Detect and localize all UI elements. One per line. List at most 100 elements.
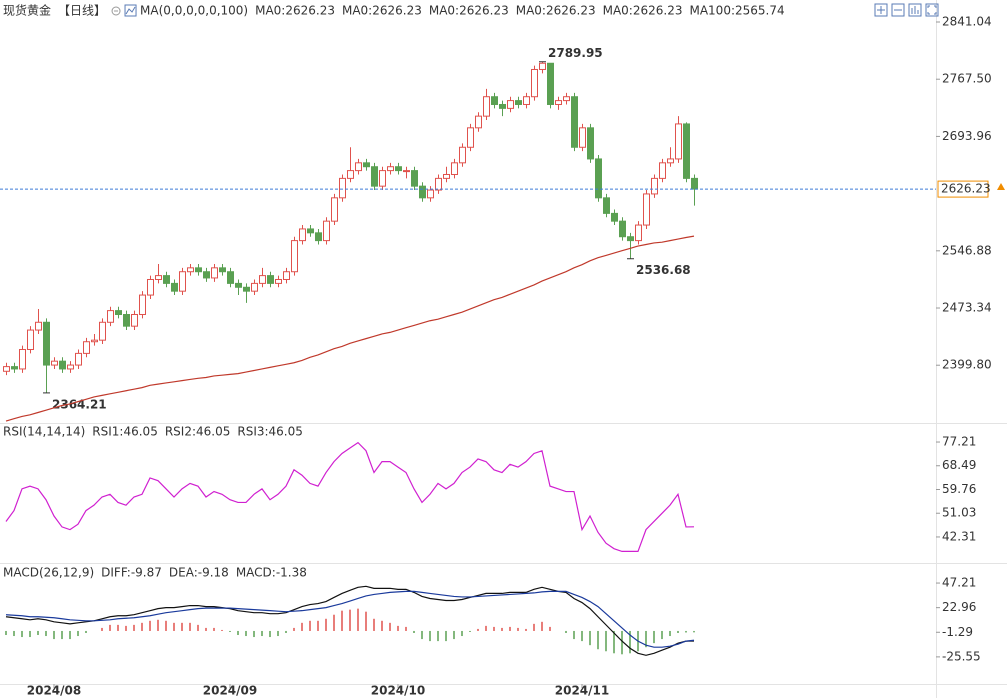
header-label: MA(0,0,0,0,0,100)	[140, 4, 248, 18]
candle-body	[571, 96, 578, 148]
header-label: MA0:2626.23	[603, 4, 683, 18]
toolbar	[874, 3, 939, 17]
candle-body	[51, 360, 58, 366]
candle-body	[211, 267, 218, 279]
header-label: DIFF:-9.87	[101, 566, 162, 580]
candle-body	[563, 96, 570, 102]
extreme-label: 2364.21	[52, 397, 107, 411]
candle-body	[611, 212, 618, 222]
candle-body	[587, 127, 594, 160]
indicator-icon	[911, 6, 919, 14]
candle-body	[155, 275, 162, 280]
header-icon	[111, 6, 121, 16]
candle-body	[459, 146, 466, 164]
candle-body	[667, 158, 674, 164]
candle-body	[283, 271, 290, 280]
extreme-label: 2536.68	[636, 263, 691, 277]
candle-body	[179, 271, 186, 292]
candle-body	[691, 177, 698, 190]
candle-body	[259, 275, 266, 284]
current-price-box	[937, 180, 989, 198]
candle-body	[387, 166, 394, 172]
candle-body	[451, 162, 458, 175]
candle-body	[379, 170, 386, 187]
candle-body	[75, 352, 82, 366]
candle-body	[339, 177, 346, 199]
candle-body	[491, 96, 498, 105]
indicator-button[interactable]	[908, 3, 922, 17]
candle-body	[619, 220, 626, 238]
y-tick-label: 2693.96	[942, 129, 992, 143]
candle-body	[59, 360, 66, 370]
header-label: MACD:-1.38	[236, 566, 307, 580]
candle-body	[315, 232, 322, 242]
header-label: RSI2:46.05	[165, 425, 231, 439]
candle-body	[11, 366, 18, 370]
candle-body	[427, 189, 434, 199]
extreme-label: 2789.95	[548, 46, 603, 60]
candle-body	[3, 366, 10, 372]
candle-body	[307, 228, 314, 234]
candle-body	[91, 339, 98, 343]
header-label: MA0:2626.23	[255, 4, 335, 18]
header-label: RSI1:46.05	[92, 425, 158, 439]
candle-body	[99, 321, 106, 341]
candle-body	[19, 349, 26, 370]
candle-body	[27, 329, 34, 351]
y-tick-label: 2841.04	[942, 15, 992, 29]
candle-body	[443, 173, 450, 179]
fullscreen-button[interactable]	[925, 3, 939, 17]
candle-body	[515, 100, 522, 105]
candle-body	[675, 123, 682, 160]
candle-body	[323, 220, 330, 242]
candle-body	[507, 100, 514, 109]
candle-body	[539, 62, 546, 70]
candle-body	[171, 282, 178, 292]
candle-body	[499, 103, 506, 109]
candle-body	[291, 240, 298, 273]
candle-body	[139, 294, 146, 316]
candle-body	[683, 123, 690, 179]
header-label: MA0:2626.23	[429, 4, 509, 18]
candle-body	[43, 321, 50, 366]
candle-body	[243, 286, 250, 292]
x-tick-label: 2024/11	[555, 684, 609, 698]
x-tick-label: 2024/08	[27, 684, 81, 698]
header-label: 现货黄金	[3, 3, 51, 18]
indicator-line	[5, 590, 695, 648]
candle-body	[347, 170, 354, 179]
candle-body	[227, 271, 234, 284]
candle-body	[475, 115, 482, 129]
candle-body	[107, 310, 114, 323]
candle-body	[251, 282, 258, 292]
candle-body	[275, 278, 282, 284]
candle-body	[547, 62, 554, 105]
candle-body	[331, 197, 338, 222]
zoom-out-button[interactable]	[891, 3, 905, 17]
candle-body	[131, 314, 138, 327]
candle-body	[235, 282, 242, 288]
x-tick-label: 2024/09	[203, 684, 257, 698]
header-label: MACD(26,12,9)	[3, 566, 94, 580]
header-icon	[124, 4, 137, 17]
header-label: 【日线】	[58, 4, 106, 18]
candle-body	[83, 341, 90, 354]
candle-body	[603, 197, 610, 214]
candle-body	[635, 224, 642, 242]
candle-body	[371, 166, 378, 187]
candle-body	[483, 96, 490, 117]
price-pointer	[997, 183, 1005, 190]
indicator-line	[5, 441, 695, 552]
indicator-line	[5, 235, 695, 422]
candle-body	[219, 267, 226, 273]
candle-body	[411, 170, 418, 187]
candle-body	[67, 364, 74, 370]
candle-body	[147, 278, 154, 296]
zoom-in-button[interactable]	[874, 3, 888, 17]
candle-body	[195, 267, 202, 273]
y-tick-label: 77.21	[942, 435, 976, 449]
header-label: MA0:2626.23	[342, 4, 422, 18]
y-tick-label: -1.29	[942, 625, 973, 639]
